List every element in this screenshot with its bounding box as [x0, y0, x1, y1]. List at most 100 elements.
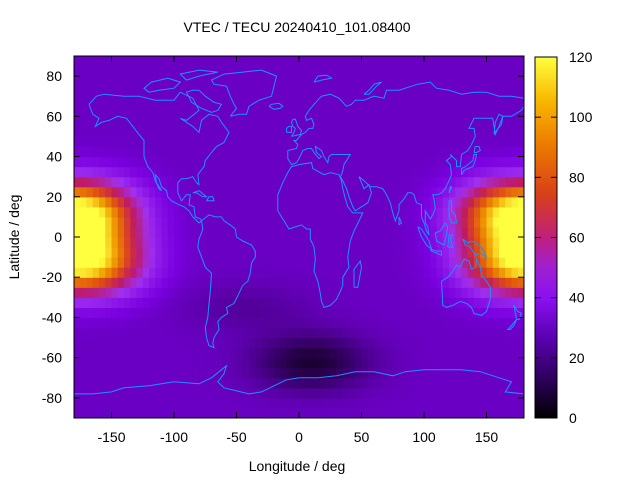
heatmap-cell — [111, 156, 119, 168]
heatmap-cell — [105, 156, 113, 168]
heatmap-cell — [180, 56, 188, 67]
heatmap-cell — [336, 307, 344, 319]
heatmap-cell — [411, 166, 419, 178]
heatmap-cell — [386, 186, 394, 198]
heatmap-cell — [486, 216, 494, 228]
heatmap-cell — [461, 206, 469, 218]
heatmap-cell — [74, 257, 81, 268]
coastline-java — [429, 248, 442, 256]
coastline-philippines — [448, 200, 458, 224]
coastline-greenland — [210, 69, 278, 117]
heatmap-cell — [436, 397, 444, 409]
heatmap-cell — [236, 56, 244, 67]
heatmap-cell — [311, 206, 319, 218]
heatmap-cell — [99, 186, 106, 198]
y-tick-label: 40 — [46, 149, 62, 165]
heatmap-cell — [230, 216, 238, 228]
heatmap-cell — [74, 176, 81, 188]
heatmap-cell — [436, 307, 444, 319]
heatmap-cell — [511, 86, 519, 97]
heatmap-cell — [86, 116, 94, 127]
heatmap-cell — [349, 277, 356, 288]
heatmap-cell — [80, 307, 88, 319]
heatmap-cell — [349, 407, 356, 418]
heatmap-cell — [436, 337, 444, 349]
heatmap-cell — [136, 136, 144, 148]
heatmap-cell — [242, 136, 250, 148]
heatmap-cell — [199, 357, 206, 369]
heatmap-cell — [86, 387, 94, 399]
heatmap-cell — [186, 106, 194, 117]
heatmap-cell — [355, 307, 363, 319]
heatmap-cell — [324, 106, 331, 117]
heatmap-cell — [386, 136, 394, 148]
y-tick-label: 20 — [46, 189, 62, 205]
heatmap-cell — [117, 176, 125, 188]
heatmap-cell — [436, 116, 444, 127]
heatmap-cell — [155, 277, 163, 288]
heatmap-cell — [367, 166, 375, 178]
heatmap-cell — [461, 277, 469, 288]
heatmap-cell — [511, 257, 519, 268]
heatmap-cell — [461, 267, 469, 278]
heatmap-cell — [461, 226, 469, 238]
heatmap-cell — [205, 287, 213, 298]
heatmap-cell — [286, 277, 294, 288]
heatmap-cell — [86, 166, 94, 178]
heatmap-cell — [455, 186, 463, 198]
heatmap-cell — [211, 96, 219, 107]
heatmap-cell — [505, 397, 513, 409]
heatmap-cell — [317, 267, 325, 278]
heatmap-cell — [392, 146, 400, 158]
heatmap-cell — [430, 267, 438, 278]
heatmap-cell — [349, 66, 356, 77]
coastline-iceland — [268, 102, 284, 110]
heatmap-cell — [486, 66, 494, 77]
heatmap-cell — [467, 146, 475, 158]
heatmap-cell — [474, 166, 481, 178]
heatmap-cell — [111, 176, 119, 188]
heatmap-cell — [299, 126, 306, 138]
heatmap-cell — [374, 156, 381, 168]
heatmap-cell — [411, 347, 419, 359]
heatmap-cell — [442, 407, 450, 418]
heatmap-cell — [286, 146, 294, 158]
heatmap-cell — [136, 116, 144, 127]
heatmap-cell — [417, 56, 425, 67]
heatmap-cell — [211, 126, 219, 138]
heatmap-cell — [292, 257, 300, 268]
heatmap-cell — [517, 126, 524, 138]
heatmap-cell — [399, 307, 406, 319]
heatmap-cell — [480, 257, 488, 268]
heatmap-cell — [486, 267, 494, 278]
heatmap-cell — [367, 317, 375, 329]
heatmap-cell — [167, 267, 175, 278]
heatmap-cell — [480, 307, 488, 319]
heatmap-cell — [411, 387, 419, 399]
heatmap-cell — [99, 96, 106, 107]
heatmap-cell — [230, 136, 238, 148]
heatmap-cell — [124, 327, 131, 339]
heatmap-cell — [99, 56, 106, 67]
heatmap-cell — [199, 166, 206, 178]
heatmap-cell — [505, 377, 513, 389]
heatmap-cell — [136, 237, 144, 248]
heatmap-cell — [417, 367, 425, 379]
heatmap-cell — [92, 377, 100, 389]
heatmap-cell — [336, 126, 344, 138]
heatmap-cell — [367, 267, 375, 278]
heatmap-cell — [305, 257, 313, 268]
heatmap-cell — [280, 337, 288, 349]
heatmap-cell — [211, 237, 219, 248]
heatmap-cell — [411, 66, 419, 77]
heatmap-cell — [192, 166, 200, 178]
heatmap-cell — [274, 96, 281, 107]
heatmap-cell — [174, 267, 181, 278]
heatmap-cell — [224, 176, 231, 188]
heatmap-cell — [117, 86, 125, 97]
heatmap-cell — [92, 126, 100, 138]
heatmap-cell — [249, 327, 256, 339]
heatmap-cell — [492, 367, 500, 379]
heatmap-cell — [242, 397, 250, 409]
heatmap-cell — [411, 257, 419, 268]
